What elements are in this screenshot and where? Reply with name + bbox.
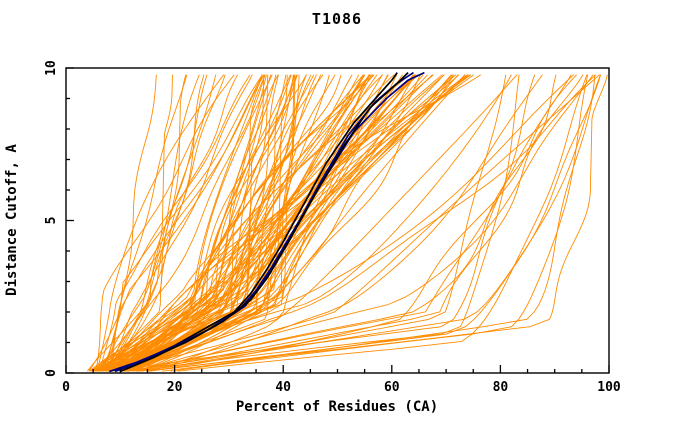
model-curve — [124, 74, 295, 372]
model-curve — [107, 74, 453, 372]
x-tick-label: 80 — [493, 380, 509, 395]
x-tick-label: 60 — [384, 380, 400, 395]
model-curve — [95, 74, 414, 372]
model-curve — [125, 74, 279, 372]
model-curve — [150, 74, 518, 372]
model-curve — [90, 74, 205, 372]
model-curve — [96, 74, 384, 372]
model-curve — [92, 74, 374, 372]
y-tick-label: 5 — [44, 217, 59, 225]
model-curve — [108, 74, 157, 372]
model-curve — [107, 74, 263, 372]
model-curve — [123, 74, 507, 372]
x-tick-label: 20 — [167, 380, 183, 395]
chart-title: T1086 — [312, 10, 362, 28]
model-curve — [139, 74, 601, 372]
model-curve — [109, 74, 188, 372]
model-curve — [146, 74, 589, 372]
highlight-curve — [119, 71, 409, 373]
model-curve — [104, 74, 307, 372]
y-axis-label: Distance Cutoff, A — [4, 144, 20, 296]
x-tick-label: 100 — [597, 380, 621, 395]
model-curve — [147, 74, 543, 372]
model-curve — [110, 74, 600, 372]
model-curve — [177, 74, 588, 372]
model-curve — [124, 74, 336, 372]
plot-axes: 0 20 40 60 80 100 0 5 10 — [44, 60, 621, 395]
plot-curves — [87, 71, 608, 373]
model-curve — [107, 74, 512, 372]
x-tick-label: 40 — [275, 380, 291, 395]
model-curve — [134, 74, 455, 372]
model-curve — [136, 74, 572, 372]
model-curve — [87, 74, 226, 372]
x-axis-label: Percent of Residues (CA) — [236, 399, 438, 415]
model-curve — [127, 74, 288, 372]
model-curve — [136, 74, 575, 372]
model-curve — [98, 74, 273, 372]
model-curve — [94, 74, 235, 372]
model-curve — [106, 74, 315, 372]
model-curve — [136, 74, 557, 372]
highlight-curve — [109, 71, 425, 373]
model-curve — [110, 74, 342, 372]
model-curve — [128, 74, 265, 372]
model-curve — [97, 74, 225, 372]
model-curve — [170, 74, 608, 372]
model-curve — [101, 74, 263, 372]
model-curve — [137, 74, 594, 372]
model-curve — [126, 74, 457, 372]
model-curve — [113, 74, 468, 372]
model-curve — [94, 74, 434, 372]
model-curve — [103, 74, 375, 372]
model-curve — [108, 74, 418, 372]
model-curve — [104, 74, 217, 372]
x-tick-label: 0 — [62, 380, 70, 395]
model-curve — [107, 74, 173, 372]
model-curve — [137, 74, 584, 372]
model-curve — [108, 74, 208, 372]
model-curve — [148, 74, 602, 372]
model-curve — [116, 74, 597, 372]
model-curve — [99, 74, 251, 372]
y-tick-label: 10 — [44, 60, 59, 76]
model-curve — [148, 74, 577, 372]
y-tick-label: 0 — [44, 369, 59, 377]
model-curve — [141, 74, 520, 372]
model-curve — [162, 74, 596, 372]
